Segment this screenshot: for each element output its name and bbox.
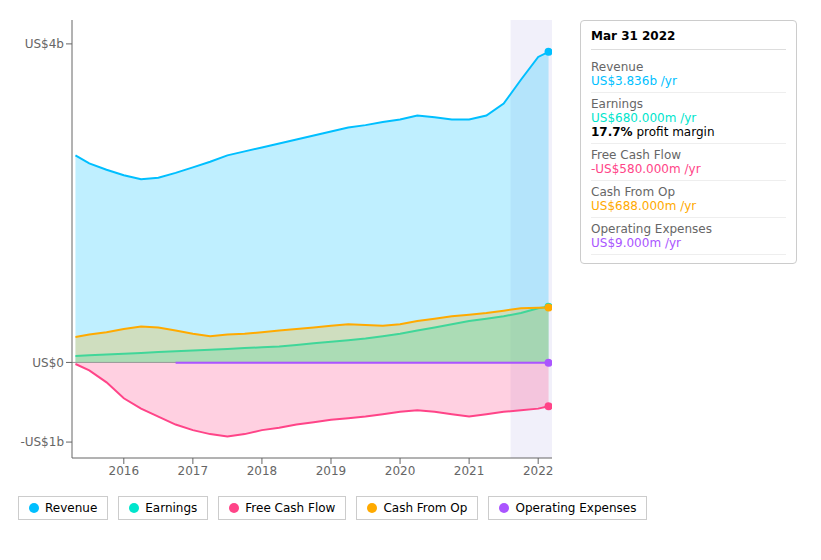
- html-text:17.7% profit margin: 17.7% profit margin: [591, 125, 715, 139]
- html-text:US$9.000m /yr: US$9.000m /yr: [591, 236, 681, 250]
- svg-text:2019: 2019: [316, 464, 347, 478]
- svg-text:2020: 2020: [385, 464, 416, 478]
- svg-text:2022: 2022: [523, 464, 554, 478]
- html-text:Cash From Op: Cash From Op: [383, 501, 468, 515]
- html-text:Earnings: Earnings: [591, 97, 644, 111]
- html-text:US$680.000m /yr: US$680.000m /yr: [591, 111, 697, 125]
- svg-text:2018: 2018: [247, 464, 278, 478]
- html-text:Operating Expenses: Operating Expenses: [515, 501, 637, 515]
- html-text:Earnings: Earnings: [145, 501, 198, 515]
- svg-text:US$4b: US$4b: [25, 37, 64, 51]
- html-text:Free Cash Flow: Free Cash Flow: [245, 501, 336, 515]
- html-text:Free Cash Flow: Free Cash Flow: [591, 148, 682, 162]
- svg-text:2021: 2021: [454, 464, 485, 478]
- html-text:Mar 31 2022: Mar 31 2022: [591, 29, 676, 43]
- html-text:Operating Expenses: Operating Expenses: [591, 222, 712, 236]
- svg-text:2017: 2017: [178, 464, 209, 478]
- html-text:Cash From Op: Cash From Op: [591, 185, 675, 199]
- svg-text:2016: 2016: [109, 464, 140, 478]
- html-text:-US$580.000m /yr: -US$580.000m /yr: [591, 162, 701, 176]
- svg-text:US$0: US$0: [32, 356, 64, 370]
- html-text:Revenue: Revenue: [591, 60, 644, 74]
- svg-text:-US$1b: -US$1b: [20, 435, 64, 449]
- html-text:US$688.000m /yr: US$688.000m /yr: [591, 199, 697, 213]
- html-text:US$3.836b /yr: US$3.836b /yr: [591, 74, 677, 88]
- html-text:Revenue: Revenue: [45, 501, 98, 515]
